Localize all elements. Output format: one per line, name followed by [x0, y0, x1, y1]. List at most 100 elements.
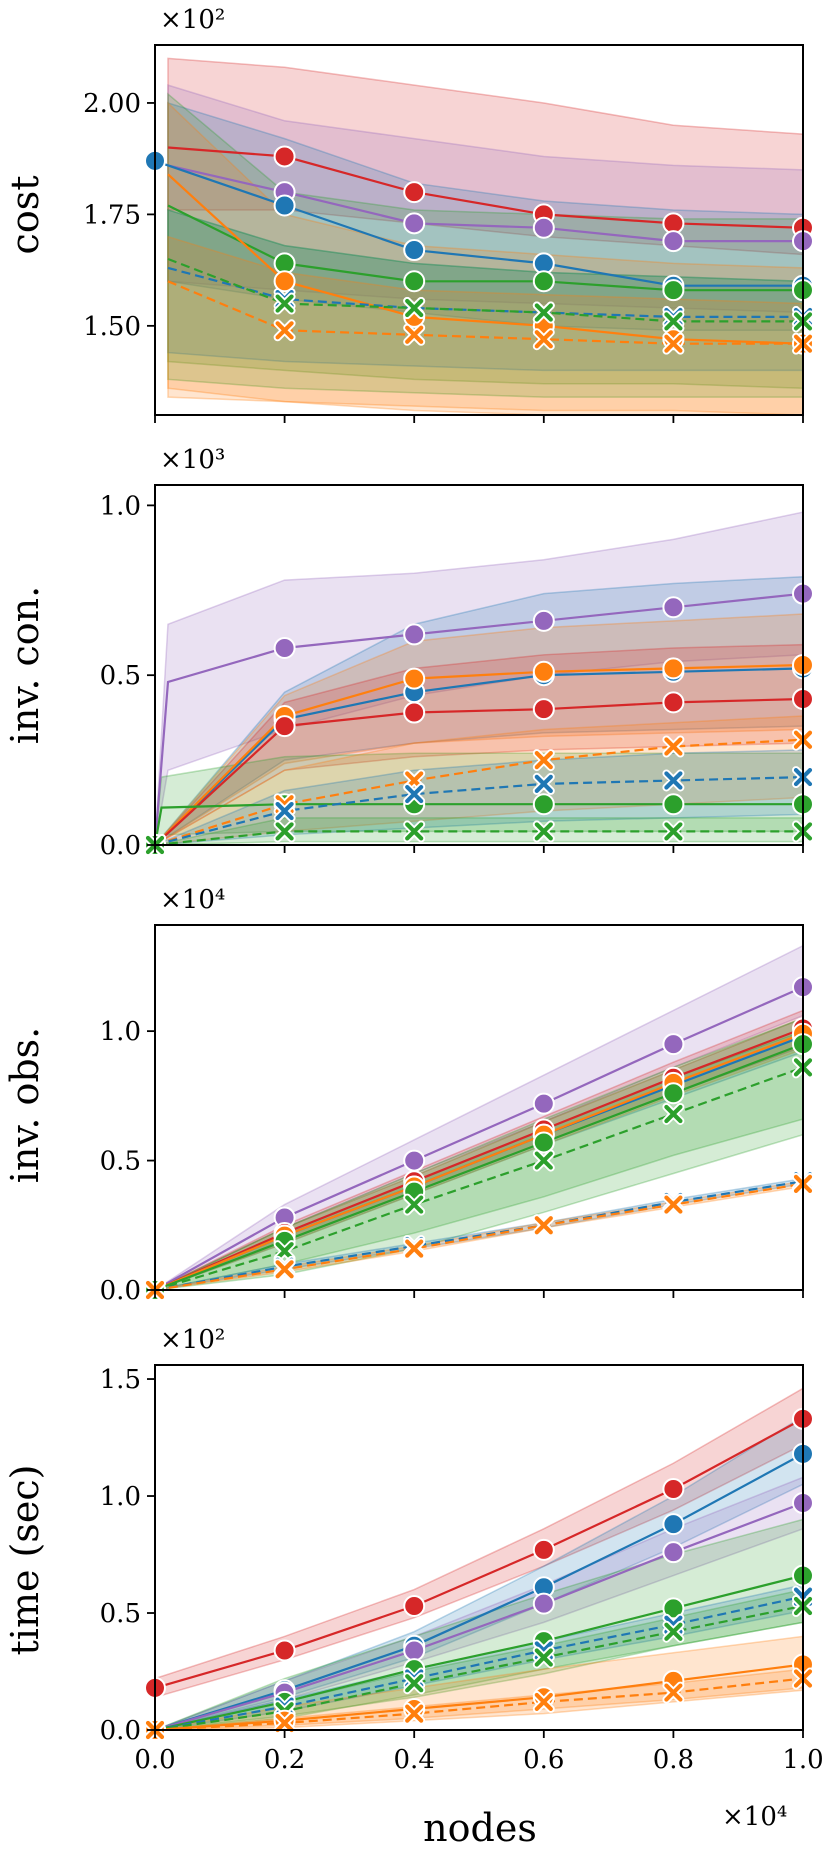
marker-purple-solid-4 — [662, 1541, 685, 1564]
marker-purple-solid-4 — [662, 1033, 685, 1056]
marker-orange-solid-0 — [273, 270, 296, 293]
marker-blue-solid-1 — [273, 194, 296, 217]
line-red-solid — [167, 146, 803, 229]
marker-red-solid-0 — [273, 145, 296, 168]
panel-3-x-exponent: ×10⁴ — [722, 1802, 787, 1832]
ytick-label-0-1: 1.75 — [83, 200, 141, 230]
line-blue-solid — [155, 667, 803, 845]
marker-green-solid-2 — [532, 270, 555, 293]
band-red-solid — [155, 643, 803, 845]
ytick-label-1-2: 1.0 — [100, 491, 141, 521]
marker-orange-dashed-4 — [662, 1681, 685, 1704]
xtick-label-3-3: 0.6 — [523, 1745, 564, 1775]
axes-frame-1 — [154, 484, 804, 846]
marker-red-solid-2 — [403, 1594, 426, 1617]
panel-3-xlabel: nodes — [423, 1806, 537, 1850]
marker-green-dashed-3 — [532, 1646, 555, 1669]
marker-green-dashed-2 — [403, 1193, 426, 1216]
xtick-label-3-0: 0.0 — [134, 1745, 175, 1775]
ytick-label-3-1: 0.5 — [100, 1599, 141, 1629]
marker-red-solid-2 — [403, 701, 426, 724]
markers-2 — [144, 976, 814, 1301]
marker-blue-dashed-2 — [403, 783, 426, 806]
marker-orange-solid-4 — [662, 657, 685, 680]
marker-red-solid-4 — [662, 1478, 685, 1501]
panel-0-exponent: ×10² — [160, 5, 225, 35]
xtick-label-3-2: 0.4 — [394, 1745, 435, 1775]
marker-green-solid-4 — [662, 1597, 685, 1620]
marker-green-solid-4 — [662, 793, 685, 816]
line-green-solid — [155, 1574, 803, 1730]
marker-green-solid-1 — [403, 270, 426, 293]
line-orange-solid — [155, 1032, 803, 1290]
band-green-solid — [155, 752, 803, 845]
marker-green-dashed-3 — [662, 310, 685, 333]
band-green-dashed — [167, 208, 803, 398]
marker-green-dashed-0 — [273, 292, 296, 315]
ytick-label-2-1: 0.5 — [100, 1147, 141, 1177]
ytick-label-3-0: 0.0 — [100, 1716, 141, 1746]
band-blue-solid — [155, 1017, 803, 1290]
marker-green-solid-4 — [662, 1082, 685, 1105]
markers-3 — [144, 1407, 814, 1741]
marker-orange-dashed-1 — [403, 323, 426, 346]
line-red-solid — [155, 1027, 803, 1290]
marker-orange-dashed-1 — [273, 1258, 296, 1281]
marker-purple-solid-2 — [403, 1639, 426, 1662]
band-blue-dashed — [167, 208, 803, 372]
panel-2-ylabel: inv. obs. — [3, 1027, 47, 1184]
band-green-solid — [167, 92, 803, 390]
marker-green-dashed-3 — [532, 1149, 555, 1172]
marker-green-dashed-4 — [662, 1620, 685, 1643]
marker-green-dashed-4 — [662, 820, 685, 843]
marker-purple-solid-1 — [273, 637, 296, 660]
marker-red-solid-1 — [273, 715, 296, 738]
marker-orange-dashed-3 — [532, 749, 555, 772]
line-green-dashed — [155, 1066, 803, 1290]
ytick-label-1-1: 0.5 — [100, 661, 141, 691]
line-green-dashed — [155, 1604, 803, 1730]
band-orange-dashed — [155, 1668, 803, 1730]
line-green-solid — [155, 1043, 803, 1290]
panel-cost: ×10² cost 1.50 1.75 2.00 — [3, 5, 814, 423]
marker-red-solid-4 — [662, 691, 685, 714]
line-orange-dashed — [167, 280, 803, 345]
xtick-label-3-1: 0.2 — [264, 1745, 305, 1775]
line-orange-dashed — [155, 738, 803, 845]
panel-inv-con: ×10³ inv. con. 0.0 0.5 1.0 — [3, 445, 814, 861]
marker-orange-solid-3 — [532, 660, 555, 683]
panel-2-exponent: ×10⁴ — [160, 885, 225, 915]
marker-purple-solid-3 — [662, 230, 685, 253]
marker-blue-solid-4 — [662, 1513, 685, 1536]
axes-frame-2 — [154, 924, 804, 1291]
line-blue-dashed — [167, 266, 803, 318]
band-orange-solid — [155, 1017, 803, 1290]
ytick-label-3-3: 1.5 — [100, 1365, 141, 1395]
line-purple-solid — [155, 1501, 803, 1730]
ytick-label-0-0: 1.50 — [83, 312, 141, 342]
panel-time: ×10² time (sec) nodes ×10⁴ 0.0 0.5 1.0 1.5 0… — [3, 1325, 824, 1850]
marker-orange-dashed-3 — [532, 1690, 555, 1713]
band-green-dashed — [155, 1588, 803, 1730]
band-purple-solid — [155, 1476, 803, 1730]
band-orange-solid — [155, 1635, 803, 1730]
line-purple-solid — [155, 986, 803, 1290]
line-red-solid — [155, 1417, 803, 1689]
marker-red-solid-3 — [532, 1538, 555, 1561]
marker-purple-solid-2 — [532, 216, 555, 239]
marker-orange-dashed-2 — [403, 1702, 426, 1725]
marker-green-dashed-1 — [273, 1240, 296, 1263]
line-orange-solid — [155, 1663, 803, 1730]
marker-purple-solid-2 — [403, 623, 426, 646]
markers-0 — [144, 145, 814, 355]
axes-frame-0 — [154, 44, 804, 416]
panel-1-ylabel: inv. con. — [3, 586, 47, 744]
marker-purple-solid-2 — [403, 1149, 426, 1172]
ytick-label-1-0: 0.0 — [100, 831, 141, 861]
marker-blue-dashed-4 — [662, 769, 685, 792]
marker-green-solid-3 — [532, 793, 555, 816]
ytick-label-2-2: 1.0 — [100, 1017, 141, 1047]
line-green-dashed — [155, 830, 803, 845]
line-blue-solid — [155, 1452, 803, 1730]
marker-orange-dashed-2 — [403, 1237, 426, 1260]
